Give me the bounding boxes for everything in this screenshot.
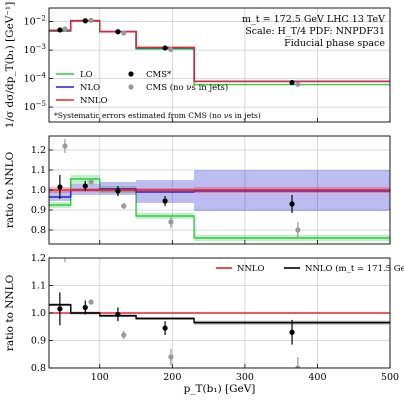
legend-label: NNLO [237, 264, 265, 274]
legend: LO NLO NNLO CMS* CMS (no νs in jets) [56, 70, 228, 106]
y-tick-label: 10−2 [24, 15, 46, 28]
plot-area [49, 136, 390, 244]
legend-label: NLO [80, 83, 100, 93]
legend-label: NNLO (m_t = 171.5 GeV) [305, 263, 404, 274]
y-tick-label: 0.8 [31, 225, 46, 236]
y-axis-label: 1/σ dσ/dp_T(b₁) [GeV⁻¹] [4, 2, 16, 128]
cms-point [162, 45, 168, 51]
cms-point [115, 311, 121, 317]
x-tick-label: 500 [381, 372, 399, 383]
cms-nonu-point [168, 46, 174, 53]
y-tick-label: 1.0 [31, 185, 46, 196]
cms-point [82, 183, 88, 189]
cms-nonu-point [121, 332, 127, 338]
y-tick-label: 1.2 [31, 253, 46, 264]
y-tick-label: 10−5 [24, 100, 46, 113]
legend-marker [128, 71, 134, 77]
legend-marker [128, 84, 134, 90]
x-tick-label: 100 [91, 372, 109, 383]
y-tick-label: 0.8 [31, 363, 46, 374]
legend: NNLO NNLO (m_t = 171.5 GeV) [216, 263, 404, 274]
y-tick-label: 1.1 [31, 165, 46, 176]
cms-nonu-point [168, 219, 174, 225]
plot-frame [48, 7, 391, 123]
cms-point [162, 198, 168, 204]
legend-label: CMS* [146, 70, 172, 80]
cms-nonu-point [88, 179, 94, 185]
cms-nonu-point [168, 354, 174, 360]
y-tick-label: 10−4 [24, 72, 47, 85]
cms-nonu-point [295, 365, 301, 368]
x-tick-label: 300 [236, 372, 254, 383]
legend-label: CMS (no νs in jets) [146, 82, 228, 93]
panel-middle: 0.8 0.9 1.0 1.1 1.2 ratio to NNLO [4, 135, 391, 245]
cms-point [82, 304, 88, 311]
y-axis-label: ratio to NNLO [4, 274, 16, 351]
info-line: Fiducial phase space [284, 38, 385, 49]
x-axis-label: p_T(b₁) [GeV] [184, 383, 256, 395]
cms-nonu-point [295, 227, 301, 233]
plot-frame [48, 257, 391, 369]
panel-bottom: 0.8 0.9 1.0 1.1 1.2 ratio to NNLO NNLO NNLO (m_… [4, 250, 404, 395]
cms-point [162, 325, 168, 331]
legend-label: LO [80, 70, 93, 80]
cms-point [57, 184, 63, 190]
y-tick-label: 1.0 [31, 308, 46, 319]
cms-point [289, 79, 295, 86]
y-tick-label: 0.9 [31, 336, 46, 347]
panel-top: 10−5 10−4 10−3 10−2 1/σ dσ/dp_T(b₁) [GeV⁻¹] m… [4, 2, 391, 128]
plot-frame [48, 135, 391, 245]
y-tick-label: 10−3 [24, 43, 46, 56]
cms-nonu-point [88, 299, 94, 305]
cms-nonu-point [62, 143, 68, 149]
cms-nonu-point [62, 250, 67, 255]
plot-area [49, 250, 390, 368]
info-line: m_t = 172.5 GeV LHC 13 TeV [242, 14, 385, 25]
y-tick-label: 0.9 [31, 205, 46, 216]
y-axis-label: ratio to NNLO [4, 151, 16, 228]
cms-nonu-point [62, 26, 68, 32]
cms-nonu-point [295, 81, 301, 87]
y-tick-label: 1.2 [31, 145, 46, 156]
x-tick-label: 200 [163, 372, 181, 383]
cms-point [57, 27, 63, 33]
info-line: Scale: H_T/4 PDF: NNPDF31 [245, 26, 385, 37]
x-tick-label: 400 [308, 372, 326, 383]
cms-point [57, 306, 63, 312]
plot-area [49, 8, 390, 122]
cms-nonu-point [88, 17, 94, 24]
cms-point [289, 329, 295, 335]
footnote: *Systematic errors estimated from CMS (n… [54, 111, 261, 120]
cms-nonu-point [121, 203, 127, 209]
legend-label: NNLO [80, 96, 108, 106]
cms-point [289, 201, 295, 207]
cms-point [115, 188, 121, 194]
cms-nonu-point [121, 30, 127, 36]
y-tick-label: 1.1 [31, 281, 46, 292]
cms-point [115, 29, 121, 35]
cms-point [82, 18, 88, 24]
